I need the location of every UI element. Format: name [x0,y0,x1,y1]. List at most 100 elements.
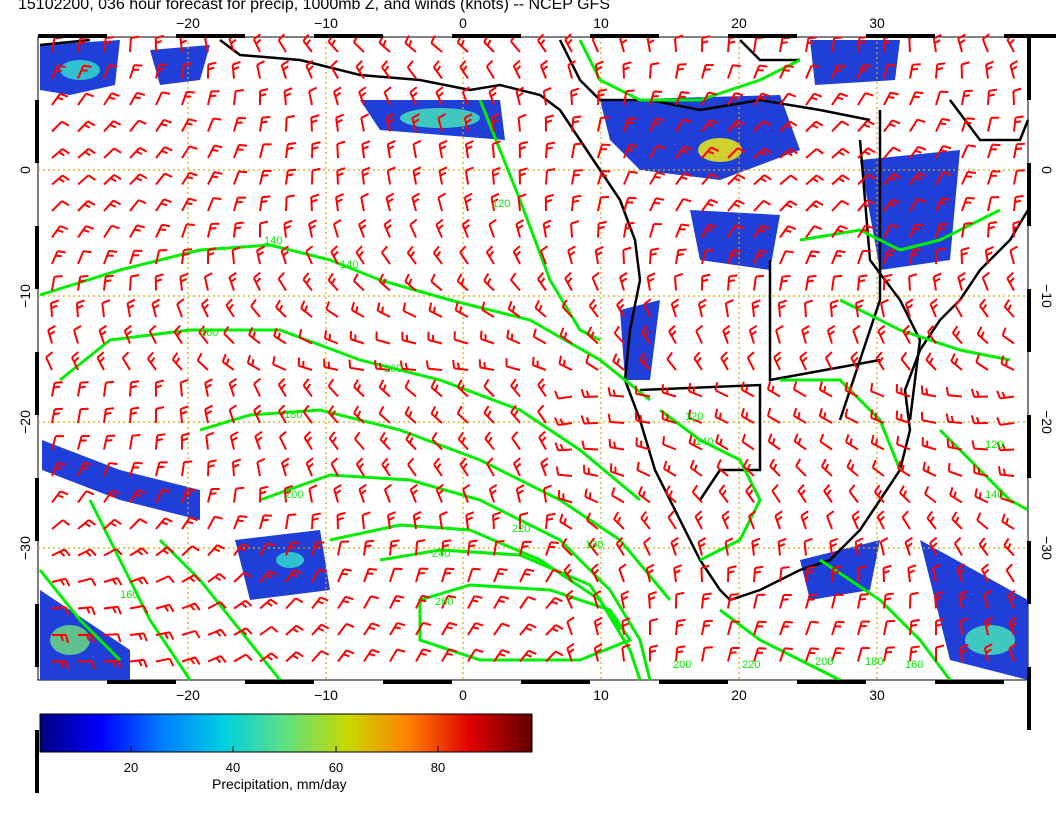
wind-barb [51,148,70,159]
wind-barb [298,329,313,345]
wind-barb [649,223,663,238]
wind-barb [649,144,666,159]
wind-barb [101,299,111,318]
wind-barb [409,483,418,503]
wind-barb [428,302,443,318]
wind-barb [154,379,165,397]
wind-barb [740,407,755,424]
wind-barb [883,64,897,79]
wind-barb [897,460,911,477]
wind-barb [950,353,963,371]
wind-barb [515,219,525,238]
wind-barb [330,457,339,477]
wind-barb [640,510,651,530]
wind-barb [404,273,417,292]
wind-barb [951,511,963,530]
wind-barb [900,351,911,371]
wind-barb [805,120,824,133]
wind-barb [385,192,395,212]
wind-barb [649,247,660,265]
wind-barb [727,119,745,133]
wind-barb [517,113,527,132]
lon-tick-label: −20 [176,687,200,703]
wind-barb [358,218,367,238]
wind-barb [779,200,798,212]
wind-barb [305,457,314,477]
wind-barb [675,591,685,609]
wind-barb [285,541,300,556]
wind-barb [233,599,253,610]
wind-barb [493,595,510,610]
wind-barb [311,596,329,610]
wind-barb [987,143,1001,159]
wind-barb [586,512,599,530]
wind-barb [852,324,861,344]
wind-barb [697,298,707,318]
wind-barb [311,512,322,530]
wind-barb [935,247,946,265]
lake-border [858,139,922,421]
wind-barb [823,484,833,504]
wind-barb [353,405,365,424]
wind-barb [228,271,237,291]
wind-barb [198,325,209,345]
wind-barb [406,245,417,265]
wind-barb [277,404,287,424]
wind-barb [207,90,220,106]
wind-barb [829,299,839,318]
wind-barb [779,148,798,159]
wind-barb [387,511,397,530]
wind-barb [354,431,365,451]
wind-barb [479,330,495,345]
wind-barb [779,174,798,186]
wind-barb [670,536,679,556]
wind-barb [870,382,885,398]
wind-barb [935,117,951,132]
wind-barb [688,382,703,398]
wind-barb [831,120,850,133]
wind-barb [870,409,885,424]
wind-barb [909,645,920,662]
wind-barb [613,511,625,530]
wind-barb [597,220,607,238]
wind-barb [454,302,469,318]
wind-barb [805,92,823,106]
wind-barb [519,540,532,556]
wind-barb [231,246,241,265]
wind-barb [694,510,703,530]
wind-barb [438,139,448,159]
wind-barb [753,647,767,662]
wind-barb [363,567,378,583]
wind-barb [722,324,731,344]
wind-barb [746,351,755,371]
wind-barb [300,300,313,318]
wind-barb [779,593,792,609]
wind-barb [1013,169,1025,185]
wind-barb [486,457,495,477]
wind-barb [539,245,549,265]
wind-barb [909,591,919,609]
wind-barb [155,118,172,133]
wind-barb [531,356,547,371]
wind-barb [570,87,580,106]
wind-barb [805,148,824,159]
wind-barb [792,407,807,424]
wind-barb [934,591,944,609]
wind-barb [103,605,122,615]
wind-barb [77,274,89,291]
wind-barb [402,302,417,318]
wind-barb [935,644,945,662]
wind-barb [608,438,625,451]
wind-barb [854,537,864,556]
wind-barb [661,384,677,398]
wind-barb [252,271,262,291]
wind-barb [488,86,497,106]
wind-barb [465,511,475,530]
wind-barb [873,484,885,504]
wind-barb [336,140,346,159]
wind-barb [103,199,122,212]
wind-barb [506,329,521,345]
wind-barb [517,193,527,212]
wind-barb [493,540,505,556]
